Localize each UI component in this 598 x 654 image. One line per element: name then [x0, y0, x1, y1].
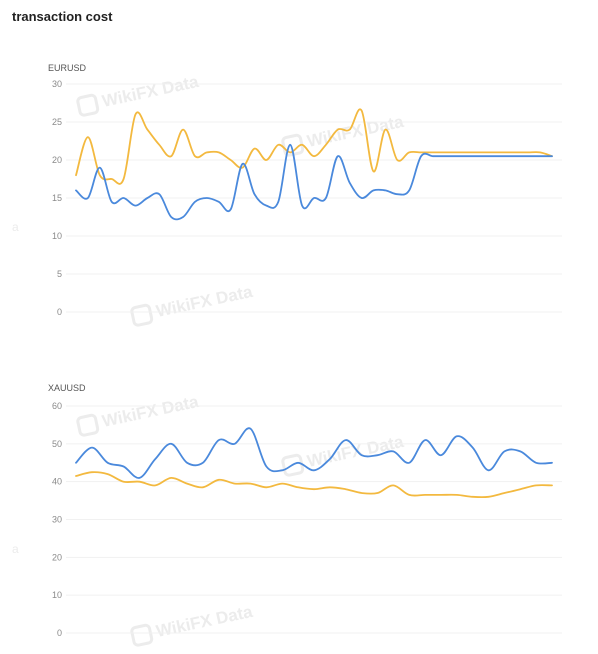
eurusd-chart: EURUSD WikiFX Data WikiFX Data WikiFX Data 0…	[0, 60, 598, 330]
wikifx-watermark: WikiFX Data	[281, 112, 406, 157]
y-tick-label: 0	[57, 628, 62, 638]
y-tick-label: 30	[52, 515, 62, 525]
y-tick-label: 25	[52, 117, 62, 127]
series-name-label: XAUUSD	[48, 383, 86, 393]
y-tick-label: 10	[52, 590, 62, 600]
series-name-label: EURUSD	[48, 63, 87, 73]
series-line-gold	[75, 108, 553, 185]
side-watermark-a-2: a	[12, 542, 19, 556]
wikifx-watermark: WikiFX Data	[130, 282, 255, 327]
watermark-logo-icon	[130, 623, 154, 647]
watermark-logo-icon	[76, 93, 100, 117]
y-tick-label: 40	[52, 477, 62, 487]
xauusd-chart: XAUUSD WikiFX Data WikiFX Data WikiFX Data 0…	[0, 380, 598, 654]
wikifx-watermark: WikiFX Data	[76, 392, 201, 437]
eurusd-chart-svg: EURUSD WikiFX Data WikiFX Data WikiFX Data 0…	[48, 63, 562, 327]
wikifx-watermark: WikiFX Data	[76, 72, 201, 117]
watermark-logo-icon	[76, 413, 100, 437]
watermark-text: WikiFX Data	[100, 72, 200, 111]
watermark-logo-icon	[130, 303, 154, 327]
watermark-text: WikiFX Data	[100, 392, 200, 431]
side-watermark-a: a	[12, 220, 19, 234]
y-tick-label: 5	[57, 269, 62, 279]
y-tick-label: 20	[52, 155, 62, 165]
watermark-text: WikiFX Data	[154, 602, 254, 641]
xauusd-chart-svg: XAUUSD WikiFX Data WikiFX Data WikiFX Data 0…	[48, 383, 562, 647]
wikifx-watermark: WikiFX Data	[281, 432, 406, 477]
series-line-gold	[75, 471, 553, 499]
watermark-text: WikiFX Data	[154, 282, 254, 321]
y-tick-label: 50	[52, 439, 62, 449]
wikifx-watermark: WikiFX Data	[130, 602, 255, 647]
y-tick-label: 30	[52, 79, 62, 89]
y-tick-label: 0	[57, 307, 62, 317]
y-tick-label: 20	[52, 552, 62, 562]
series-line-blue	[75, 427, 553, 479]
series-line-blue	[75, 143, 553, 221]
y-tick-label: 10	[52, 231, 62, 241]
y-tick-label: 60	[52, 401, 62, 411]
page-title: transaction cost	[12, 9, 113, 24]
y-tick-label: 15	[52, 193, 62, 203]
